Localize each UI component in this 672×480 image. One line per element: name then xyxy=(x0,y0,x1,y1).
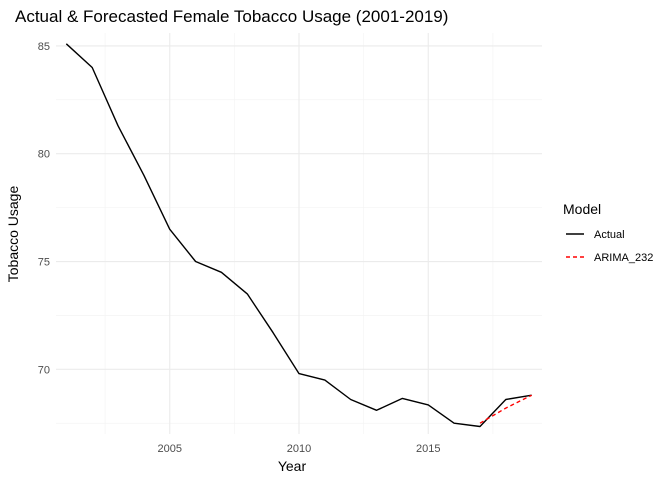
gridlines xyxy=(56,33,542,434)
chart-title: Actual & Forecasted Female Tobacco Usage… xyxy=(15,7,448,26)
series-lines xyxy=(65,43,533,428)
y-tick-label: 85 xyxy=(38,41,50,53)
legend: Model Actual ARIMA_232 xyxy=(563,201,653,264)
x-tick-label: 2015 xyxy=(416,443,440,455)
x-axis-title: Year xyxy=(278,458,307,474)
y-tick-label: 70 xyxy=(38,364,50,376)
legend-label-arima: ARIMA_232 xyxy=(594,252,653,264)
y-axis-title: Tobacco Usage xyxy=(5,186,21,283)
y-tick-label: 80 xyxy=(38,149,50,161)
legend-title: Model xyxy=(563,201,601,217)
x-tick-label: 2010 xyxy=(287,443,311,455)
series-line-arima xyxy=(479,394,533,424)
x-tick-label: 2005 xyxy=(158,443,182,455)
series-line-actual xyxy=(65,43,532,428)
y-tick-label: 75 xyxy=(38,257,50,269)
x-axis-ticks: 2005 2010 2015 xyxy=(158,443,441,455)
legend-label-actual: Actual xyxy=(594,229,625,241)
y-axis-ticks: 70 75 80 85 xyxy=(38,41,50,376)
